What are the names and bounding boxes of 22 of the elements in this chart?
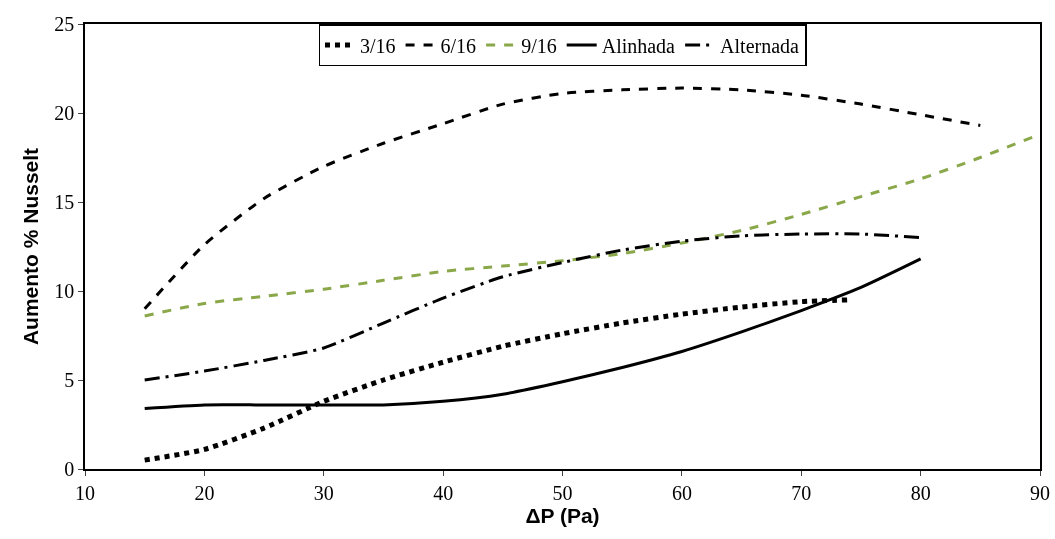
y-axis-title: Aumento % Nusselt [18, 147, 42, 346]
y-tick-label: 15 [54, 191, 75, 213]
y-tick-label: 25 [54, 13, 75, 35]
x-axis-title: ΔP (Pa) [525, 503, 600, 527]
y-tick-label: 5 [64, 369, 75, 391]
x-tick-label: 20 [194, 481, 215, 504]
x-tick-label: 70 [791, 481, 812, 504]
x-tick-label: 50 [552, 481, 573, 504]
line-series [143, 86, 982, 311]
legend-label: Alinhada [601, 34, 676, 57]
legend-label: Alternada [720, 34, 800, 57]
legend-label: 9/16 [521, 34, 557, 57]
y-tick-label: 20 [54, 102, 75, 124]
y-tick-label: 10 [54, 280, 75, 302]
x-tick-label: 90 [1030, 481, 1050, 504]
y-tick-label: 0 [64, 458, 75, 480]
legend-label: 3/16 [360, 34, 396, 57]
legend-label: 6/16 [440, 34, 477, 57]
x-tick-label: 40 [433, 481, 454, 504]
x-tick-label: 80 [910, 481, 931, 504]
x-tick-label: 60 [671, 481, 692, 504]
x-tick-label: 30 [313, 481, 334, 504]
